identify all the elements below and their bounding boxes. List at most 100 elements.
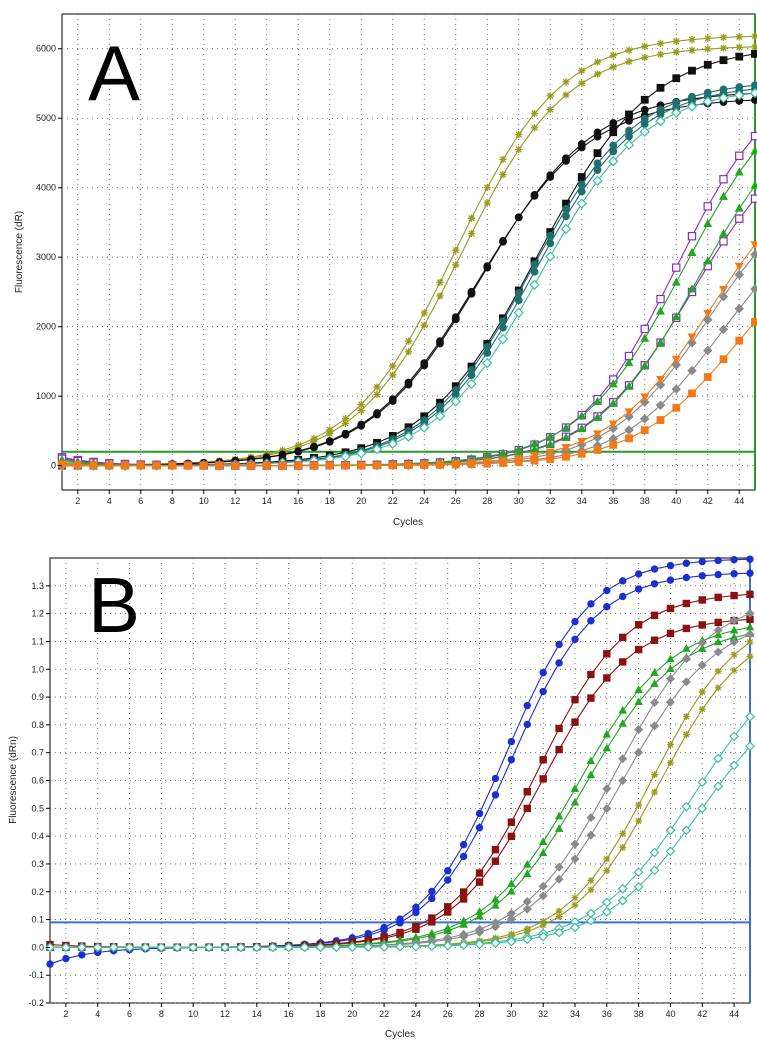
panel-a-series-16-point: [719, 355, 728, 364]
panel-a-series-4-point: [388, 395, 397, 404]
panel-b-series-2-point: [634, 585, 643, 593]
panel-a-series-7-point: [499, 323, 507, 332]
panel-a-series-7-point: [546, 239, 555, 248]
panel-a-series-4-point: [357, 420, 366, 429]
panel-a-series-11-point: [577, 411, 587, 420]
panel-b-series-5-point: [523, 859, 532, 868]
panel-b-y-tick-label: 0.6: [31, 776, 44, 786]
panel-a-series-2-point: [530, 124, 539, 132]
panel-b-series-1-point: [746, 555, 754, 563]
panel-b-y-tick-label: 1.3: [31, 581, 44, 591]
panel-b-series-9-point: [587, 877, 595, 884]
panel-b-series-12-point: [76, 942, 87, 953]
panel-a-x-tick-label: 6: [138, 496, 143, 506]
panel-b-x-tick-label: 16: [284, 1009, 294, 1019]
panel-b-series-12-point: [633, 881, 644, 892]
panel-b-series-9-point: [651, 771, 658, 779]
panel-a-series-14-point: [718, 324, 729, 335]
panel-b-x-tick-label: 20: [347, 1009, 357, 1019]
panel-b-series-3-point: [539, 756, 547, 764]
panel-b-series-4-point: [459, 895, 468, 903]
panel-b-series-5-point: [682, 644, 691, 652]
panel-a-series-4-point: [278, 450, 287, 459]
panel-b-x-tick-label: 28: [475, 1009, 485, 1019]
panel-a-series-4-point: [577, 143, 586, 152]
panel-b-series-3-point: [666, 604, 675, 613]
panel-a-series-9-point: [672, 263, 681, 272]
panel-a-x-tick-label: 38: [640, 496, 650, 506]
panel-b-series-7-point: [665, 674, 675, 684]
panel-b-series-2-point: [698, 572, 706, 580]
panel-b-series-11-point: [729, 731, 740, 742]
panel-a-series-11-point: [656, 306, 665, 315]
panel-b-series-3-point: [619, 633, 627, 642]
panel-b-y-tick-label: 0.3: [31, 859, 44, 869]
panel-a-series-11-point: [734, 167, 744, 176]
panel-a-series-1-point: [515, 130, 523, 139]
panel-a-series-4-point: [562, 157, 570, 165]
panel-b-x-tick-label: 8: [159, 1009, 164, 1019]
panel-a-x-tick-label: 30: [514, 496, 524, 506]
panel-b-series-12-point: [140, 942, 151, 953]
panel-a-series-15-point: [640, 393, 650, 402]
panel-b-series-2-point: [475, 824, 484, 832]
panel-b-series-1-point: [619, 577, 627, 585]
panel-a-series-4-point: [483, 262, 492, 271]
panel-b-series-3-point: [475, 869, 484, 877]
panel-a-series-5-point: [593, 149, 602, 158]
panel-b-series-12-point: [235, 942, 246, 953]
panel-b-series-10-point: [587, 886, 595, 894]
panel-b-series-4-point: [682, 624, 691, 633]
panel-b-series-2-point: [539, 687, 547, 696]
panel-b-series-2-point: [619, 592, 627, 601]
panel-a-series-1-point: [562, 78, 570, 86]
panel-b-series-7-point: [650, 697, 660, 707]
panel-b-series-10-point: [730, 666, 738, 674]
panel-b-series-5-point: [570, 784, 580, 792]
panel-b-x-tick-label: 38: [634, 1009, 644, 1019]
panel-a-series-16-point: [105, 461, 114, 470]
panel-a-series-8-point: [560, 223, 572, 235]
panel-a-x-tick-label: 32: [545, 496, 555, 506]
panel-b-series-10-point: [603, 867, 611, 875]
panel-a-series-5-point: [688, 66, 696, 75]
panel-a-series-11-point: [671, 277, 681, 286]
panel-b-series-3-point: [714, 593, 722, 602]
panel-a-series-12-point: [577, 423, 587, 433]
panel-a-series-9-point: [687, 232, 697, 241]
panel-a-series-2-point: [562, 91, 570, 99]
panel-b-series-6-point: [602, 743, 612, 752]
panel-a-series-2-point: [672, 48, 680, 56]
panel-b-series-1-point: [428, 887, 436, 896]
panel-b-series-5-point: [618, 705, 627, 714]
panel-a-series-2-point: [704, 45, 712, 53]
panel-b-series-6-point: [491, 900, 500, 909]
panel-b-x-tick-label: 12: [220, 1009, 230, 1019]
panel-a-series-7-point: [514, 296, 523, 305]
panel-b-series-2-point: [507, 755, 516, 764]
panel-a-x-tick-label: 36: [608, 496, 618, 506]
panel-b-series-2-point: [428, 894, 436, 903]
panel-a-x-tick-label: 42: [703, 496, 713, 506]
panel-b-series-10-point: [619, 844, 627, 851]
panel-b-series-4-point: [634, 645, 643, 654]
panel-a-series-16-point: [310, 461, 318, 470]
panel-a-series-2-point: [404, 348, 413, 356]
panel-b-series-1-point: [666, 561, 675, 570]
panel-a-series-11-point: [703, 218, 713, 227]
panel-a-x-tick-label: 10: [199, 496, 209, 506]
panel-b-series-12-point: [649, 865, 660, 876]
panel-b-series-9-point: [682, 713, 690, 720]
panel-a-series-14-point: [687, 365, 697, 376]
panel-a-x-tick-label: 2: [75, 496, 80, 506]
panel-b-series-8-point: [681, 677, 691, 687]
panel-a-series-1-point: [609, 51, 617, 59]
panel-b-series-3-point: [698, 596, 706, 604]
panel-b-series-5-point: [507, 879, 516, 887]
panel-a-series-15-point: [545, 448, 555, 457]
panel-b-series: [45, 555, 755, 968]
panel-a-series-16-point: [593, 446, 602, 454]
panel-b-series-1-point: [571, 617, 579, 626]
panel-b-series-1-point: [714, 556, 722, 565]
